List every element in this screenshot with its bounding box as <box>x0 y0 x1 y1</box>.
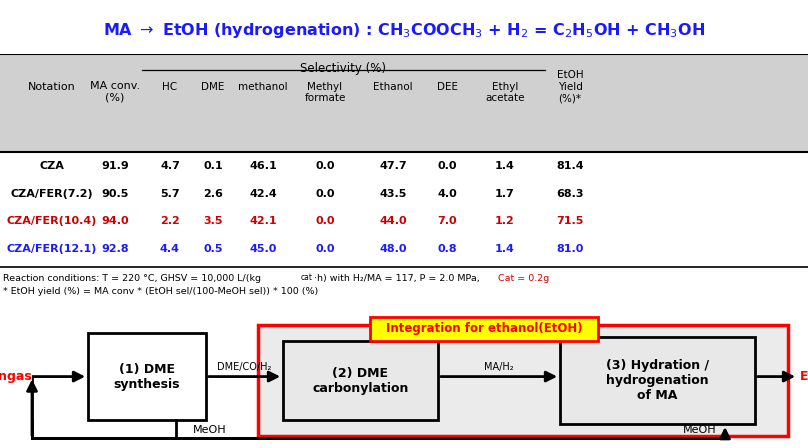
Text: Ethyl
acetate: Ethyl acetate <box>486 82 524 103</box>
Text: methanol: methanol <box>238 82 288 92</box>
Text: (1) DME
synthesis: (1) DME synthesis <box>114 362 180 391</box>
Text: 1.7: 1.7 <box>495 189 515 198</box>
Text: Notation: Notation <box>28 82 76 92</box>
Text: Selectivity (%): Selectivity (%) <box>301 62 386 75</box>
Text: DME/CO/H₂: DME/CO/H₂ <box>217 362 271 372</box>
Text: 0.0: 0.0 <box>315 245 335 254</box>
Text: 0.0: 0.0 <box>315 189 335 198</box>
Text: 7.0: 7.0 <box>437 216 457 227</box>
Bar <box>0 54 808 151</box>
Text: Integration for ethanol(EtOH): Integration for ethanol(EtOH) <box>385 323 583 336</box>
Text: CZA/FER(12.1): CZA/FER(12.1) <box>6 245 97 254</box>
Text: 0.5: 0.5 <box>204 245 223 254</box>
Text: 68.3: 68.3 <box>556 189 583 198</box>
Text: 0.0: 0.0 <box>315 160 335 171</box>
Text: 0.1: 0.1 <box>203 160 223 171</box>
Text: 4.7: 4.7 <box>160 160 180 171</box>
Text: * EtOH yield (%) = MA conv * (EtOH sel/(100-MeOH sel)) * 100 (%): * EtOH yield (%) = MA conv * (EtOH sel/(… <box>3 288 318 297</box>
Text: Cat = 0.2g: Cat = 0.2g <box>495 275 549 284</box>
Text: MA $\rightarrow$ EtOH (hydrogenation) : CH$_3$COOCH$_3$ + H$_2$ = C$_2$H$_5$OH +: MA $\rightarrow$ EtOH (hydrogenation) : … <box>103 21 705 39</box>
Text: DEE: DEE <box>436 82 457 92</box>
Text: MeOH: MeOH <box>684 425 717 435</box>
Text: 0.8: 0.8 <box>437 245 457 254</box>
Text: 81.4: 81.4 <box>556 160 584 171</box>
Bar <box>88 333 206 420</box>
Text: 0.0: 0.0 <box>437 160 457 171</box>
Text: EtOH
Yield
(%)*: EtOH Yield (%)* <box>557 70 583 103</box>
Text: CZA/FER(7.2): CZA/FER(7.2) <box>11 189 93 198</box>
Text: 90.5: 90.5 <box>101 189 128 198</box>
Text: Reaction conditions: T = 220 °C, GHSV = 10,000 L/(kg: Reaction conditions: T = 220 °C, GHSV = … <box>3 275 261 284</box>
Text: EtOH: EtOH <box>800 370 808 383</box>
Text: Syngas: Syngas <box>0 370 32 383</box>
Text: CZA: CZA <box>40 160 65 171</box>
Text: MeOH: MeOH <box>193 425 227 435</box>
Text: 3.5: 3.5 <box>204 216 223 227</box>
Text: 48.0: 48.0 <box>379 245 406 254</box>
Text: (2) DME
carbonylation: (2) DME carbonylation <box>313 366 409 395</box>
Text: ·h) with H₂/MA = 117, P = 2.0 MPa,: ·h) with H₂/MA = 117, P = 2.0 MPa, <box>314 275 480 284</box>
Text: 1.4: 1.4 <box>495 245 515 254</box>
Text: 71.5: 71.5 <box>557 216 583 227</box>
Text: 91.9: 91.9 <box>101 160 128 171</box>
Text: Methyl
formate: Methyl formate <box>305 82 346 103</box>
Text: 2.6: 2.6 <box>203 189 223 198</box>
Text: 5.7: 5.7 <box>160 189 180 198</box>
Text: 1.2: 1.2 <box>495 216 515 227</box>
Text: 1.4: 1.4 <box>495 160 515 171</box>
Text: 4.4: 4.4 <box>160 245 180 254</box>
Text: 94.0: 94.0 <box>101 216 128 227</box>
Text: HC: HC <box>162 82 178 92</box>
Bar <box>560 337 755 424</box>
Text: 4.0: 4.0 <box>437 189 457 198</box>
Text: 46.1: 46.1 <box>249 160 277 171</box>
Text: 43.5: 43.5 <box>379 189 406 198</box>
Text: MA/H₂: MA/H₂ <box>484 362 514 372</box>
Text: 92.8: 92.8 <box>101 245 128 254</box>
Text: 44.0: 44.0 <box>379 216 406 227</box>
Text: 0.0: 0.0 <box>315 216 335 227</box>
Text: cat: cat <box>301 273 313 282</box>
Text: DME: DME <box>201 82 225 92</box>
Bar <box>370 317 598 341</box>
Text: 42.1: 42.1 <box>249 216 277 227</box>
Text: 81.0: 81.0 <box>557 245 583 254</box>
Bar <box>258 325 788 436</box>
Text: 42.4: 42.4 <box>249 189 277 198</box>
Text: 47.7: 47.7 <box>379 160 406 171</box>
Bar <box>283 341 438 420</box>
Text: CZA/FER(10.4): CZA/FER(10.4) <box>6 216 97 227</box>
Text: 2.2: 2.2 <box>160 216 180 227</box>
Text: MA conv.
(%): MA conv. (%) <box>90 81 140 103</box>
Text: 45.0: 45.0 <box>250 245 276 254</box>
Text: Ethanol: Ethanol <box>373 82 413 92</box>
Text: (3) Hydration /
hydrogenation
of MA: (3) Hydration / hydrogenation of MA <box>606 359 709 402</box>
